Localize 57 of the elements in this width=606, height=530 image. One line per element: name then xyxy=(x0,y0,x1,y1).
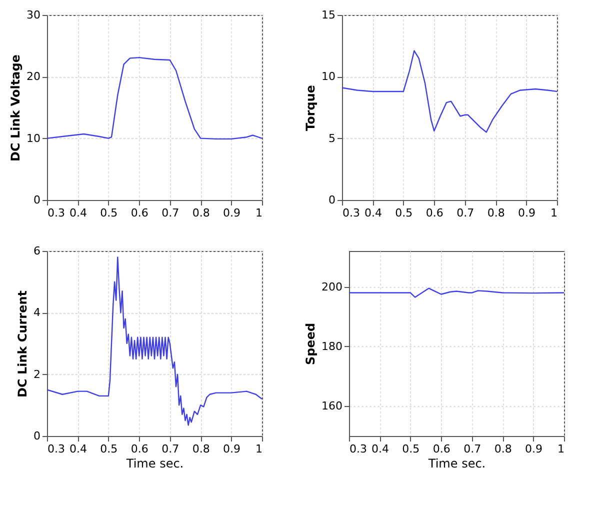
y-tick-label: 2 xyxy=(34,368,40,381)
x-tick-label: 0.5 xyxy=(395,206,413,220)
x-tick-label: 0.7 xyxy=(162,206,180,220)
y-tick-label: 4 xyxy=(34,306,40,320)
x-tick-label: 0.8 xyxy=(494,442,512,456)
x-tick-label: 0.6 xyxy=(426,206,444,220)
x-tick-label: 0.4 xyxy=(364,206,382,220)
x-tick-label: 0.3 xyxy=(350,442,367,456)
y-axis-title: DC Link Voltage xyxy=(8,54,23,162)
y-tick-label: 0 xyxy=(34,430,40,442)
x-tick-label: 1 xyxy=(256,442,262,456)
x-tick-label: 0.8 xyxy=(192,442,210,456)
y-tick-label: 200 xyxy=(322,280,342,294)
y-tick-label: 0 xyxy=(328,194,336,206)
y-tick-label: 10 xyxy=(322,70,336,84)
x-tick-label: 0.7 xyxy=(464,442,482,456)
y-axis-title: Torque xyxy=(304,84,318,132)
x-axis-title: Time sec. xyxy=(427,456,486,470)
x-tick-label: 0.5 xyxy=(402,442,420,456)
line-series xyxy=(349,288,564,298)
x-tick-label: 0.9 xyxy=(518,206,536,220)
line-series xyxy=(47,256,262,426)
line-series xyxy=(342,50,557,133)
x-axis-title: Time sec. xyxy=(125,456,184,470)
y-tick-label: 15 xyxy=(322,8,336,22)
x-tick-label: 0.6 xyxy=(130,442,148,456)
y-tick-label: 160 xyxy=(322,400,342,413)
y-tick-label: 0 xyxy=(34,194,40,206)
line-series xyxy=(47,56,262,140)
x-tick-label: 0.4 xyxy=(371,442,389,456)
x-tick-label: 0.3 xyxy=(48,206,65,220)
x-tick-label: 0.9 xyxy=(223,442,241,456)
x-tick-label: 0.9 xyxy=(223,206,241,220)
x-tick-label: 0.8 xyxy=(487,206,505,220)
x-tick-label: 0.8 xyxy=(192,206,210,220)
y-tick-label: 5 xyxy=(328,132,336,145)
y-tick-label: 20 xyxy=(26,70,40,84)
x-tick-label: 0.7 xyxy=(456,206,474,220)
x-tick-label: 1 xyxy=(550,206,558,220)
x-tick-label: 0.4 xyxy=(69,206,87,220)
x-tick-label: 0.5 xyxy=(100,442,118,456)
x-tick-label: 0.3 xyxy=(342,206,360,220)
x-tick-label: 0.5 xyxy=(100,206,118,220)
x-tick-label: 0.9 xyxy=(525,442,543,456)
y-tick-label: 30 xyxy=(26,8,40,22)
y-axis-title: Speed xyxy=(304,322,318,366)
x-tick-label: 1 xyxy=(256,206,262,220)
y-tick-label: 6 xyxy=(34,244,40,258)
x-tick-label: 1 xyxy=(558,442,564,456)
x-tick-label: 0.7 xyxy=(162,442,180,456)
y-axis-title: DC Link Current xyxy=(16,290,30,398)
y-tick-label: 10 xyxy=(26,132,40,145)
y-tick-label: 180 xyxy=(322,340,342,353)
x-tick-label: 0.6 xyxy=(432,442,450,456)
x-tick-label: 0.6 xyxy=(130,206,148,220)
x-tick-label: 0.3 xyxy=(48,442,65,456)
x-tick-label: 0.4 xyxy=(69,442,87,456)
